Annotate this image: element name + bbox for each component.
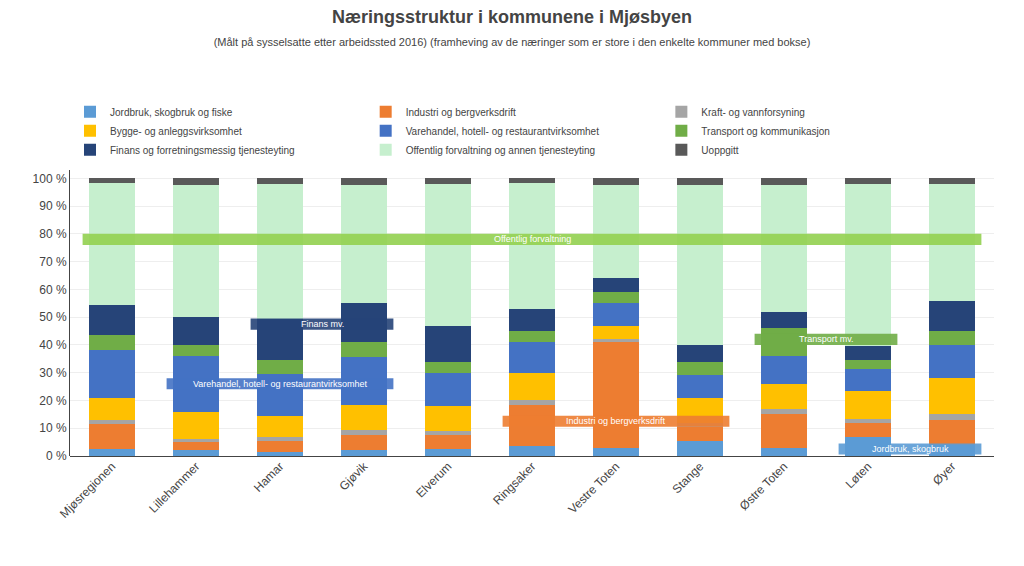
svg-text:50 %: 50 % bbox=[39, 310, 67, 324]
svg-text:Industri og bergverksdrift: Industri og bergverksdrift bbox=[406, 107, 516, 118]
svg-text:Hamar: Hamar bbox=[251, 459, 286, 494]
svg-text:Øyer: Øyer bbox=[930, 459, 958, 487]
svg-text:Offentlig forvaltning: Offentlig forvaltning bbox=[494, 234, 571, 244]
svg-text:Offentlig forvaltning og annen: Offentlig forvaltning og annen tjenestey… bbox=[406, 145, 595, 156]
svg-text:Transport mv.: Transport mv. bbox=[799, 334, 854, 344]
svg-text:Industri og bergverksdrift: Industri og bergverksdrift bbox=[566, 416, 666, 426]
svg-text:30 %: 30 % bbox=[39, 366, 67, 380]
svg-text:Kraft- og vannforsyning: Kraft- og vannforsyning bbox=[701, 107, 804, 118]
svg-text:80 %: 80 % bbox=[39, 227, 67, 241]
svg-text:20 %: 20 % bbox=[39, 394, 67, 408]
svg-text:Østre Toten: Østre Toten bbox=[737, 459, 791, 513]
svg-text:40 %: 40 % bbox=[39, 338, 67, 352]
svg-text:100 %: 100 % bbox=[33, 172, 67, 186]
svg-text:Stange: Stange bbox=[670, 459, 707, 496]
svg-text:Mjøsregionen: Mjøsregionen bbox=[57, 459, 118, 520]
svg-text:10 %: 10 % bbox=[39, 421, 67, 435]
svg-text:Ringsaker: Ringsaker bbox=[490, 459, 538, 507]
svg-text:90 %: 90 % bbox=[39, 199, 67, 213]
svg-text:0 %: 0 % bbox=[46, 449, 67, 463]
svg-text:Næringsstruktur i kommunene i: Næringsstruktur i kommunene i Mjøsbyen(M… bbox=[214, 7, 811, 48]
svg-text:Transport og kommunikasjon: Transport og kommunikasjon bbox=[701, 126, 830, 137]
svg-text:Jordbruk, skogbruk og fiske: Jordbruk, skogbruk og fiske bbox=[110, 107, 233, 118]
svg-text:Elverum: Elverum bbox=[413, 459, 454, 500]
svg-text:Løten: Løten bbox=[843, 459, 875, 491]
svg-text:Lillehammer: Lillehammer bbox=[146, 459, 202, 515]
svg-text:Finans mv.: Finans mv. bbox=[301, 319, 344, 329]
svg-text:Varehandel, hotell- og restaur: Varehandel, hotell- og restaurantvirksom… bbox=[406, 126, 599, 137]
svg-text:Vestre Toten: Vestre Toten bbox=[565, 459, 622, 516]
svg-text:Bygge- og anleggsvirksomhet: Bygge- og anleggsvirksomhet bbox=[110, 126, 242, 137]
svg-text:Jordbruk, skogbruk: Jordbruk, skogbruk bbox=[872, 444, 949, 454]
svg-text:70 %: 70 % bbox=[39, 255, 67, 269]
svg-text:60 %: 60 % bbox=[39, 283, 67, 297]
svg-text:Uoppgitt: Uoppgitt bbox=[701, 145, 738, 156]
svg-text:Gjøvik: Gjøvik bbox=[336, 459, 371, 494]
svg-text:Varehandel, hotell- og restaur: Varehandel, hotell- og restaurantvirksom… bbox=[193, 379, 367, 389]
svg-text:Finans og forretningsmessig tj: Finans og forretningsmessig tjenesteytin… bbox=[110, 145, 295, 156]
